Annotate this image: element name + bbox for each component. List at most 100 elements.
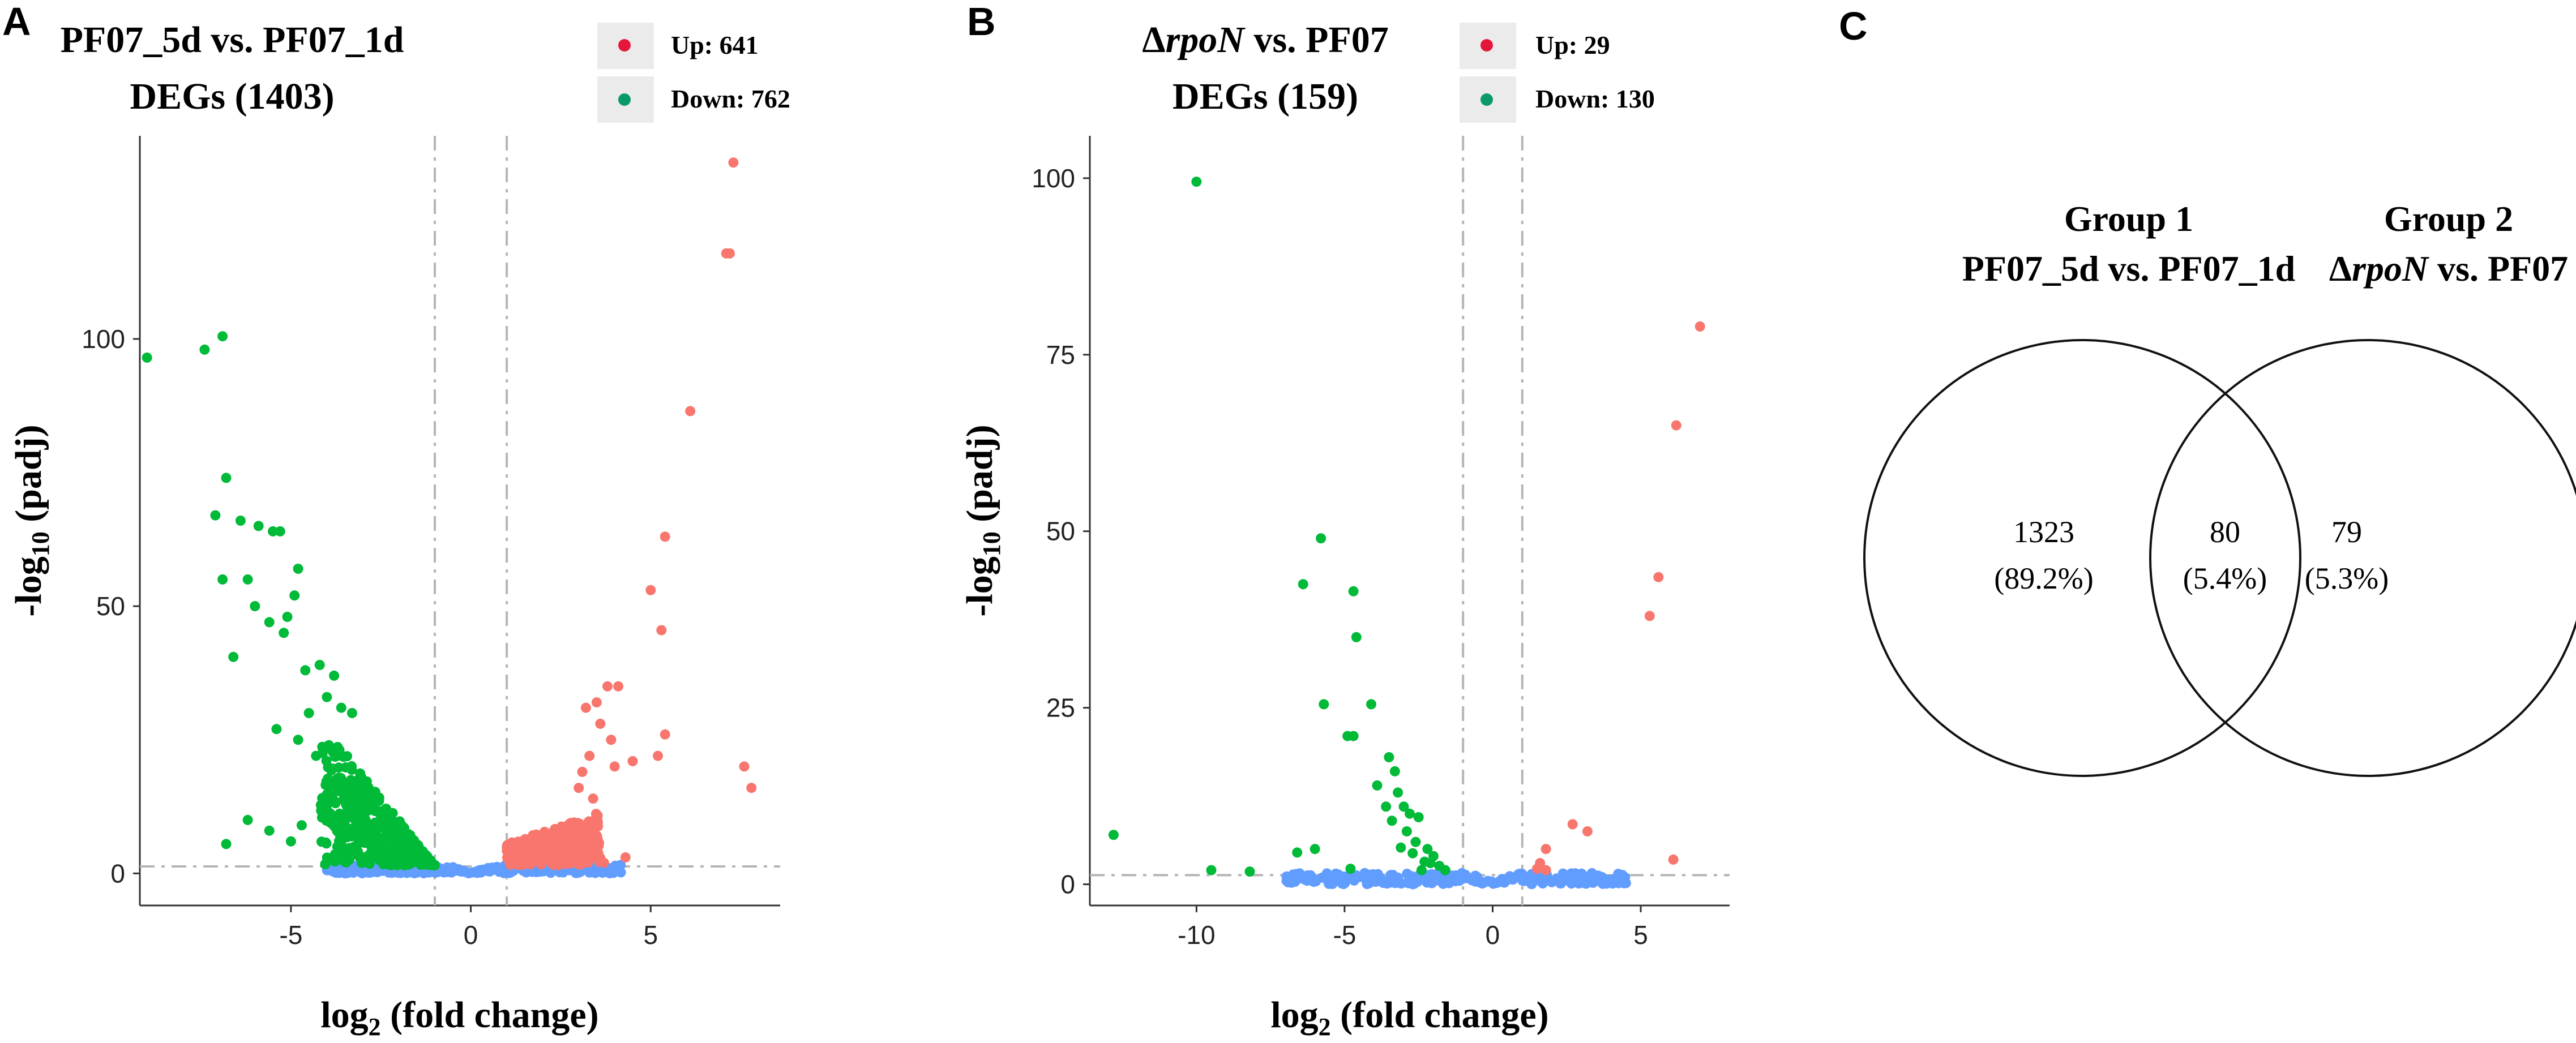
down-point (429, 860, 440, 870)
up-point (1644, 611, 1655, 621)
ns-point (1392, 872, 1402, 883)
up-point (660, 729, 670, 740)
ns-point (1402, 869, 1413, 879)
up-point (728, 157, 739, 168)
down-point (242, 814, 253, 825)
down-point (1410, 836, 1421, 847)
ns-point (486, 864, 497, 875)
panel-b-points (1108, 177, 1705, 890)
venn-group2-delta: Δ (2329, 248, 2352, 289)
down-point (345, 811, 356, 822)
down-point (282, 612, 293, 622)
down-point (1384, 752, 1394, 762)
ns-point (1311, 875, 1321, 886)
down-point (356, 771, 366, 782)
venn-circle-group2 (2149, 339, 2576, 777)
up-point (545, 832, 555, 843)
legend-b-down-label: Down: 130 (1535, 84, 1655, 113)
up-point (1532, 864, 1542, 874)
down-point (336, 702, 346, 713)
up-point (525, 834, 536, 845)
up-point (507, 837, 517, 848)
ns-point (1517, 875, 1528, 886)
ns-point (1407, 879, 1418, 890)
down-point (354, 822, 365, 833)
down-point (321, 756, 332, 766)
ns-point (1434, 872, 1445, 883)
down-point (345, 775, 356, 786)
down-point (318, 744, 328, 755)
up-point (739, 761, 750, 772)
venn-both-count: 80 (2210, 515, 2240, 549)
down-point (1206, 865, 1217, 875)
down-point (142, 352, 152, 363)
panel-b-title-delta: Δ (1142, 19, 1165, 61)
up-point (609, 761, 620, 772)
venn-group2-rest: vs. PF07 (2428, 248, 2568, 289)
down-point (322, 692, 332, 702)
down-point (303, 708, 314, 718)
x-tick-label: 5 (643, 920, 658, 950)
up-point (588, 793, 598, 804)
up-point (591, 697, 602, 708)
down-point (346, 765, 357, 775)
down-point (395, 840, 405, 851)
down-point (387, 808, 398, 818)
y-tick-label: 100 (1032, 164, 1075, 193)
venn-group1-desc: PF07_5d vs. PF07_1d (1962, 248, 2295, 289)
up-point (524, 855, 535, 865)
panel-a-y-title: -log10 (padj) (8, 424, 54, 616)
down-point (337, 812, 348, 822)
down-point (235, 516, 246, 526)
ns-point (445, 865, 456, 876)
down-point (264, 825, 275, 836)
down-point (1348, 731, 1359, 741)
up-point (653, 750, 663, 761)
panel-b: B ΔrpoN vs. PF07 DEGs (159) Up: 29 Down:… (959, 0, 1730, 1041)
down-point (1345, 864, 1356, 874)
legend-a-up-dot (618, 39, 631, 51)
up-point (1541, 865, 1551, 875)
venn-only1-pct: (89.2%) (1994, 561, 2093, 595)
down-point (217, 574, 228, 585)
up-point (660, 531, 670, 542)
x-tick-label: -10 (1178, 920, 1215, 950)
down-point (346, 848, 357, 859)
up-point (575, 852, 586, 863)
down-point (334, 745, 345, 756)
down-point (1440, 865, 1450, 875)
down-point (1348, 586, 1359, 596)
down-point (1393, 787, 1403, 798)
down-point (336, 851, 346, 861)
down-point (1396, 842, 1406, 853)
legend-b-up-dot (1480, 39, 1493, 51)
down-point (1319, 699, 1329, 710)
up-point (541, 855, 552, 866)
down-point (242, 574, 253, 585)
panel-a-label: A (2, 0, 31, 44)
down-point (321, 797, 332, 808)
down-point (1372, 780, 1383, 791)
down-point (1407, 848, 1418, 859)
ns-point (1542, 873, 1552, 884)
up-point (1668, 854, 1679, 865)
down-point (364, 820, 375, 830)
down-point (329, 670, 340, 681)
down-point (1387, 815, 1397, 826)
ns-point (1472, 875, 1483, 886)
down-point (422, 851, 433, 862)
down-point (296, 820, 307, 831)
y-tick-label: 0 (110, 859, 125, 888)
up-point (606, 735, 617, 745)
venn-group2-name: Group 2 (2384, 199, 2513, 239)
venn-group1-name: Group 1 (2064, 199, 2193, 239)
down-point (386, 860, 396, 870)
down-point (359, 808, 369, 818)
panel-b-label: B (967, 0, 996, 44)
down-point (1425, 858, 1436, 869)
down-point (1413, 812, 1424, 822)
ns-point (474, 865, 485, 876)
venn-group2-italic: rpoN (2352, 248, 2430, 289)
ns-point (1323, 877, 1334, 888)
down-point (275, 526, 285, 536)
